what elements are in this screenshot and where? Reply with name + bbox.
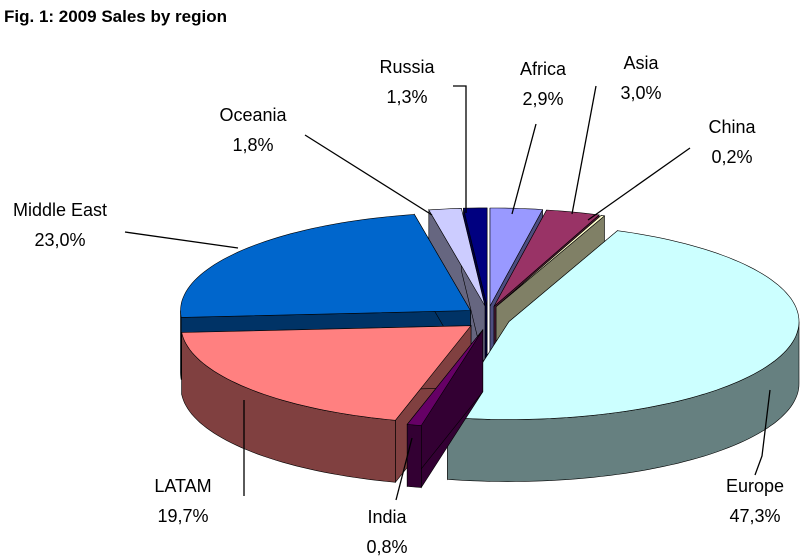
slice-group xyxy=(406,328,484,489)
slice xyxy=(428,207,486,307)
category-label: India xyxy=(367,507,407,527)
value-label: 1,3% xyxy=(386,87,427,107)
value-label: 23,0% xyxy=(34,230,85,250)
slice-wall xyxy=(406,424,422,488)
value-label: 3,0% xyxy=(620,83,661,103)
slice xyxy=(446,230,800,420)
category-label: LATAM xyxy=(154,476,211,496)
slice xyxy=(495,215,606,307)
leader-line xyxy=(124,231,239,249)
leader-line xyxy=(395,437,413,501)
category-label: Europe xyxy=(726,476,784,496)
leader-line xyxy=(304,134,433,216)
chart-title: Fig. 1: 2009 Sales by region xyxy=(4,7,227,26)
leader-line xyxy=(453,85,467,213)
slice xyxy=(180,214,472,318)
value-label: 47,3% xyxy=(729,506,780,526)
slice xyxy=(489,207,544,307)
slice xyxy=(406,329,484,426)
slice xyxy=(463,207,488,306)
category-label: Asia xyxy=(623,53,659,73)
value-label: 0,2% xyxy=(711,147,752,167)
category-label: Africa xyxy=(520,59,567,79)
category-label: Russia xyxy=(379,57,435,77)
value-label: 1,8% xyxy=(232,135,273,155)
slice-wall xyxy=(180,310,182,380)
value-label: 2,9% xyxy=(522,89,563,109)
leader-line xyxy=(571,85,597,215)
category-label: Middle East xyxy=(13,200,107,220)
leader-line xyxy=(587,147,691,221)
value-label: 0,8% xyxy=(366,537,407,557)
category-label: China xyxy=(708,117,756,137)
leader-line xyxy=(754,389,771,476)
value-label: 19,7% xyxy=(157,506,208,526)
slice-group xyxy=(446,230,800,482)
category-label: Oceania xyxy=(219,105,287,125)
leader-line xyxy=(511,123,537,215)
slice xyxy=(181,325,472,421)
